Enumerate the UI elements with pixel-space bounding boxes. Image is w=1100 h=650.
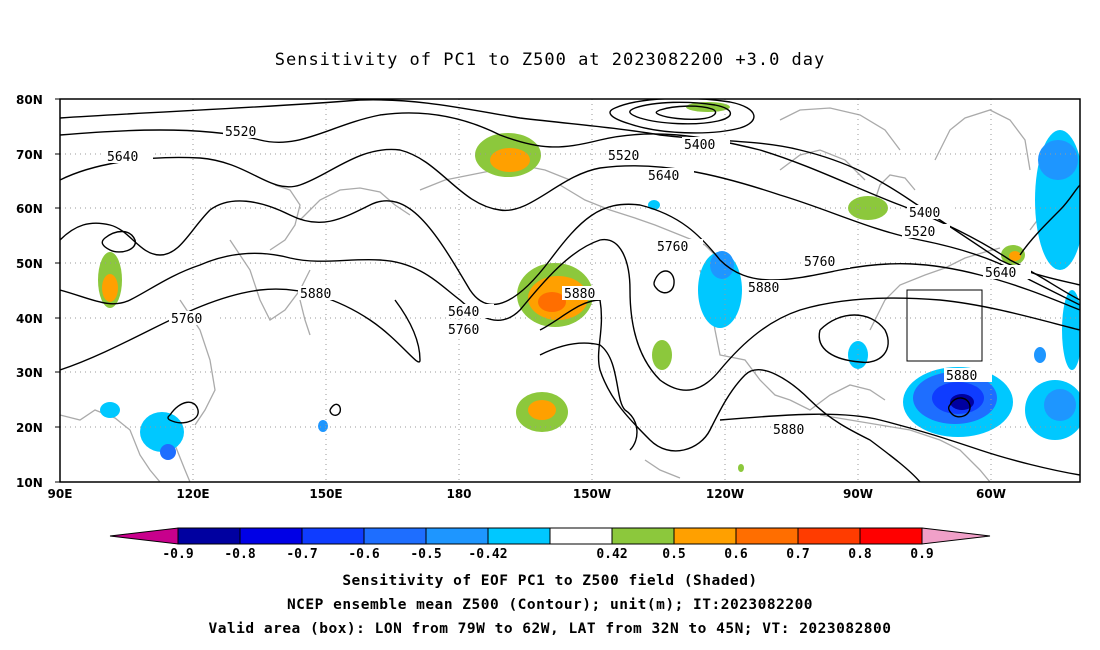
contour-label-5520-c: 5520 — [904, 225, 935, 240]
positive-core-asia — [102, 274, 118, 302]
colorbar-label: 0.7 — [786, 547, 809, 562]
shaded-positive — [98, 102, 1025, 472]
contour-label-5760-b: 5760 — [804, 255, 835, 270]
colorbar-swatch — [673, 527, 737, 545]
colorbar-swatch — [363, 527, 427, 545]
colorbar-label: 0.42 — [596, 547, 627, 562]
negative-region-indochina — [100, 402, 120, 418]
negative-mid-atlantic-south — [1044, 389, 1076, 421]
lat-label: 60N — [16, 202, 43, 216]
contour-label-5880-d: 5880 — [946, 369, 977, 384]
colorbar-right-arrow — [921, 527, 991, 545]
contour-label-5760-a: 5760 — [657, 240, 688, 255]
negative-region-atlantic-east — [1062, 290, 1080, 370]
colorbar-label: -0.9 — [162, 547, 193, 562]
colorbar-swatch — [735, 527, 799, 545]
lat-label: 70N — [16, 148, 43, 162]
z500-contours — [60, 99, 1080, 482]
longitude-labels: 90E 120E 150E 180 150W 120W 90W 60W — [48, 487, 1006, 501]
colorbar-swatch — [425, 527, 489, 545]
colorbar-swatch — [549, 527, 613, 545]
colorbar: -0.9 -0.8 -0.7 -0.6 -0.5 -0.42 0.42 0.5 0.6 0.7 0.… — [109, 527, 991, 562]
negative-mid-south-china — [160, 444, 176, 460]
plot-frame — [59, 98, 1081, 483]
colorbar-label: 0.9 — [910, 547, 933, 562]
caption-line-3: Valid area (box): LON from 79W to 62W, L… — [208, 621, 892, 637]
colorbar-label: -0.5 — [410, 547, 441, 562]
contour-label-5640-a: 5640 — [107, 150, 138, 165]
lon-label: 150W — [573, 487, 611, 501]
colorbar-swatch — [301, 527, 365, 545]
colorbar-swatch — [177, 527, 241, 545]
contour-label-5880-c: 5880 — [564, 287, 595, 302]
colorbar-left-arrow — [109, 527, 179, 545]
colorbar-label: 0.6 — [724, 547, 748, 562]
contour-label-5400-a: 5400 — [684, 138, 715, 153]
contour-label-5520-a: 5520 — [225, 125, 256, 140]
colorbar-swatch — [859, 527, 923, 545]
lon-label: 180 — [446, 487, 471, 501]
colorbar-swatch — [797, 527, 861, 545]
positive-core-labrador — [1009, 251, 1021, 261]
lat-label: 30N — [16, 366, 43, 380]
lon-label: 90W — [843, 487, 873, 501]
positive-region-hudson — [848, 196, 888, 220]
positive-core-bering — [490, 148, 530, 172]
colorbar-label: -0.6 — [348, 547, 379, 562]
latitude-labels: 80N 70N 60N 50N 40N 30N 20N 10N — [16, 93, 43, 490]
caption-line-1: Sensitivity of EOF PC1 to Z500 field (Sh… — [342, 573, 758, 589]
colorbar-label: -0.8 — [224, 547, 255, 562]
negative-region-small-pacific — [318, 420, 328, 432]
caption-line-2: NCEP ensemble mean Z500 (Contour); unit(… — [286, 597, 814, 613]
contour-label-5760-c: 5760 — [448, 323, 479, 338]
contour-label-5640-c: 5640 — [985, 266, 1016, 281]
lat-label: 80N — [16, 93, 43, 107]
lon-label: 120W — [706, 487, 744, 501]
colorbar-label: -0.42 — [468, 547, 507, 562]
positive-core-hawaii — [528, 400, 556, 420]
contour-label-5520-b: 5520 — [608, 149, 639, 164]
negative-mid-west-coast — [710, 251, 734, 279]
contour-label-5640-b: 5640 — [648, 169, 679, 184]
negative-region-mid-atlantic — [1034, 347, 1046, 363]
contour-label-5880-b: 5880 — [300, 287, 331, 302]
contour-label-5400-b: 5400 — [909, 206, 940, 221]
lat-label: 10N — [16, 476, 43, 490]
lon-label: 150E — [309, 487, 342, 501]
negative-mid-greenland — [1038, 140, 1078, 180]
colorbar-swatch — [611, 527, 675, 545]
contour-label-5880-a: 5880 — [748, 281, 779, 296]
negative-region-south-china — [140, 412, 184, 452]
gridlines — [60, 99, 1080, 482]
map-plot-area — [60, 99, 1080, 482]
negative-core-caribbean — [950, 394, 974, 410]
lat-label: 50N — [16, 257, 43, 271]
colorbar-label: 0.5 — [662, 547, 685, 562]
lat-ticks — [55, 98, 60, 483]
contour-labels: 5520 5640 5520 5400 5640 5400 5520 5760 … — [105, 124, 1031, 438]
lat-label: 20N — [16, 421, 43, 435]
colorbar-swatch — [487, 527, 551, 545]
contour-label-5880-e: 5880 — [773, 423, 804, 438]
shaded-negative — [100, 130, 1080, 460]
positive-region-small — [738, 464, 744, 472]
valid-area-box — [906, 289, 983, 362]
lon-label: 120E — [176, 487, 209, 501]
lat-label: 40N — [16, 312, 43, 326]
positive-core-north-pacific — [538, 292, 566, 312]
colorbar-label: 0.8 — [848, 547, 872, 562]
colorbar-label: -0.7 — [286, 547, 317, 562]
positive-region-arctic — [686, 102, 730, 112]
positive-region-baja — [652, 340, 672, 370]
map-title: Sensitivity of PC1 to Z500 at 2023082200… — [274, 50, 826, 70]
lon-label: 90E — [48, 487, 73, 501]
lon-label: 60W — [976, 487, 1006, 501]
contour-label-5640-d: 5640 — [448, 305, 479, 320]
colorbar-swatch — [239, 527, 303, 545]
contour-label-5760-d: 5760 — [171, 312, 202, 327]
